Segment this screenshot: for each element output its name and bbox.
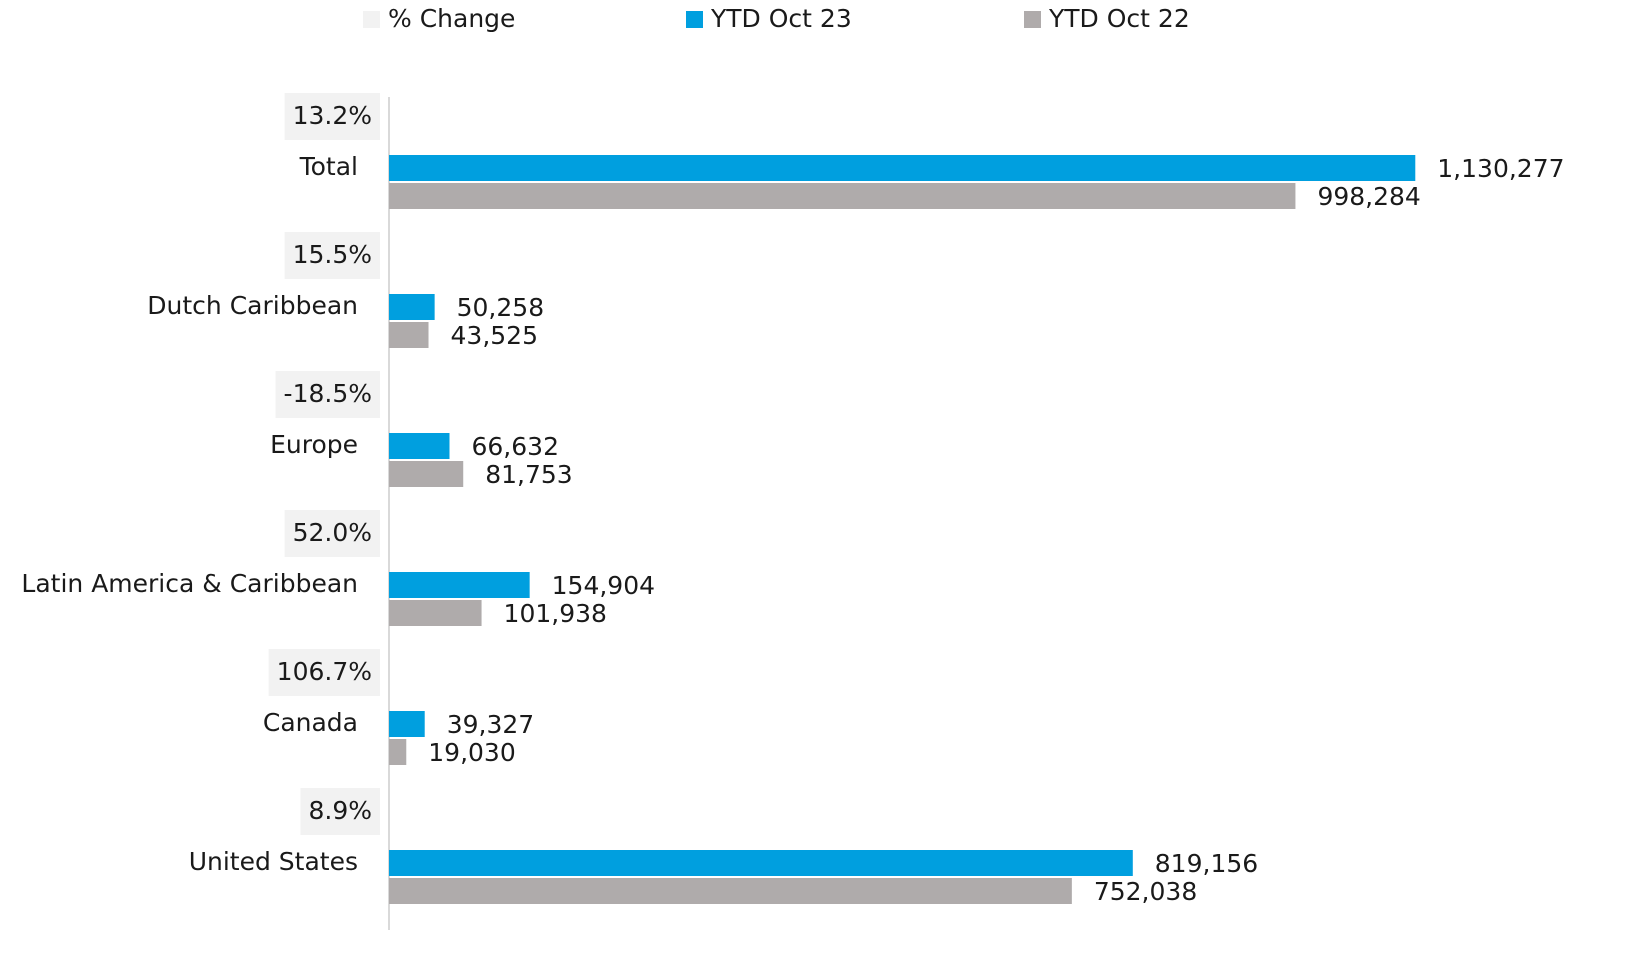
percent-change: 52.0% — [284, 510, 380, 557]
percent-label: 8.9% — [308, 796, 372, 825]
percent-label: -18.5% — [284, 379, 372, 408]
legend-label: % Change — [388, 4, 515, 33]
value-label: 19,030 — [428, 738, 515, 767]
value-label: 819,156 — [1155, 849, 1258, 878]
bar — [389, 183, 1296, 209]
category-label: Total — [299, 152, 358, 181]
category-label: Europe — [270, 430, 358, 459]
bar — [389, 850, 1133, 876]
bar — [389, 433, 450, 459]
value-label: 39,327 — [447, 710, 534, 739]
percent-label: 13.2% — [293, 101, 372, 130]
bar — [389, 461, 464, 487]
value-label: 1,130,277 — [1437, 154, 1564, 183]
value-label: 50,258 — [457, 293, 544, 322]
legend-label: YTD Oct 22 — [1048, 4, 1190, 33]
percent-box — [300, 788, 380, 835]
percent-box — [284, 232, 380, 279]
category-label: United States — [189, 847, 358, 876]
legend-swatch — [1024, 11, 1041, 28]
value-label: 998,284 — [1317, 182, 1420, 211]
legend-swatch — [363, 11, 380, 28]
value-label: 101,938 — [504, 599, 607, 628]
percent-box — [284, 510, 380, 557]
bar — [389, 878, 1072, 904]
percent-label: 52.0% — [293, 518, 372, 547]
bar — [389, 322, 429, 348]
percent-change: 15.5% — [284, 232, 380, 279]
percent-label: 106.7% — [277, 657, 372, 686]
percent-change: 106.7% — [268, 649, 380, 696]
bar — [389, 572, 530, 598]
bar — [389, 711, 425, 737]
percent-box — [275, 371, 380, 418]
percent-box — [268, 649, 380, 696]
bar — [389, 600, 482, 626]
bar — [389, 155, 1416, 181]
legend-label: YTD Oct 23 — [710, 4, 852, 33]
category-label: Canada — [263, 708, 358, 737]
category-label: Latin America & Caribbean — [21, 569, 358, 598]
value-label: 66,632 — [472, 432, 559, 461]
bar — [389, 739, 407, 765]
category-label: Dutch Caribbean — [147, 291, 358, 320]
percent-change: 13.2% — [284, 93, 380, 140]
value-label: 752,038 — [1094, 877, 1197, 906]
bar — [389, 294, 435, 320]
value-label: 81,753 — [485, 460, 572, 489]
legend-swatch — [686, 11, 703, 28]
percent-box — [284, 93, 380, 140]
percent-change: -18.5% — [275, 371, 380, 418]
value-label: 154,904 — [552, 571, 655, 600]
percent-change: 8.9% — [300, 788, 380, 835]
percent-label: 15.5% — [293, 240, 372, 269]
value-label: 43,525 — [451, 321, 538, 350]
